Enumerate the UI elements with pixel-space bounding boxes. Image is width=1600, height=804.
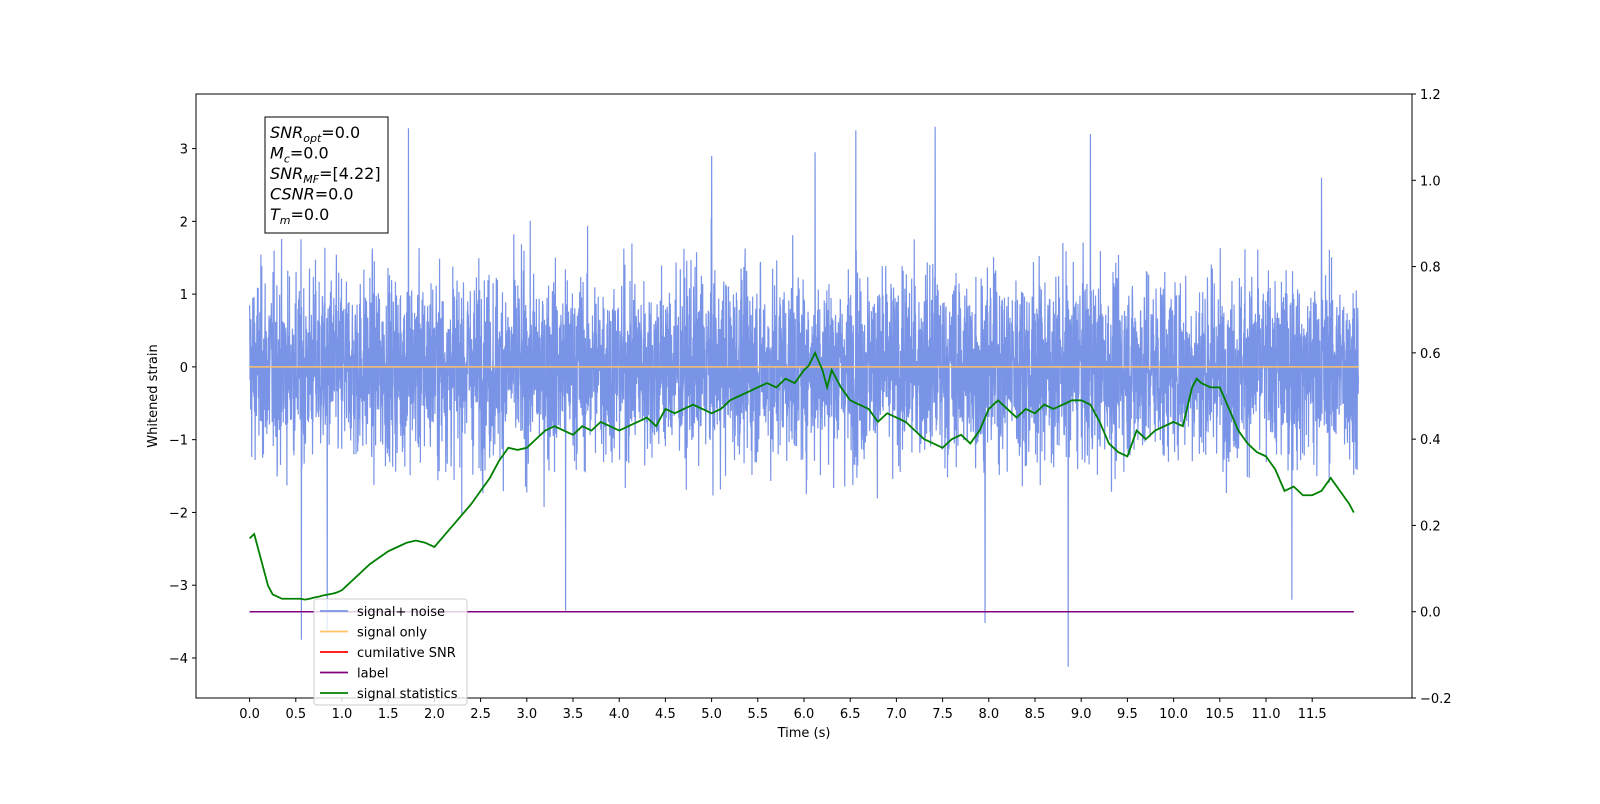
x-tick-label: 7.0 (886, 707, 907, 722)
y-tick-label: 0 (180, 361, 188, 376)
x-tick-label: 6.5 (840, 707, 861, 722)
y2-tick-label: 0.2 (1420, 519, 1441, 534)
x-tick-label: 8.0 (978, 707, 999, 722)
info-box-line: SNRMF=[4.22] (270, 164, 381, 186)
legend-entry: cumilative SNR (357, 646, 456, 661)
x-tick-label: 0.5 (285, 707, 306, 722)
x-tick-label: 2.0 (424, 707, 445, 722)
x-tick-label: 1.0 (332, 707, 353, 722)
x-tick-label: 4.0 (609, 707, 630, 722)
signal-noise-series (248, 126, 1360, 667)
info-box-line: CSNR=0.0 (270, 185, 354, 204)
y-tick-label: −4 (169, 652, 188, 667)
info-box-line: Mc=0.0 (270, 144, 329, 166)
info-box-line: Tm=0.0 (270, 205, 329, 227)
x-tick-label: 10.5 (1205, 707, 1234, 722)
x-tick-label: 9.5 (1117, 707, 1138, 722)
x-tick-label: 4.5 (655, 707, 676, 722)
info-box: SNRopt=0.0Mc=0.0SNRMF=[4.22]CSNR=0.0Tm=0… (264, 116, 389, 234)
y2-tick-label: 0.6 (1420, 347, 1441, 362)
info-box-frame (264, 116, 389, 234)
y-axis-label: Whitened strain (146, 344, 161, 447)
y2-tick-label: 1.2 (1420, 88, 1441, 103)
x-tick-label: 1.5 (378, 707, 399, 722)
y-tick-label: −1 (169, 434, 188, 449)
y-tick-label: 1 (180, 288, 188, 303)
y2-tick-label: 0.8 (1420, 261, 1441, 276)
x-tick-label: 10.0 (1159, 707, 1188, 722)
x-tick-label: 5.5 (747, 707, 768, 722)
x-tick-label: 7.5 (932, 707, 953, 722)
y2-axis-ticks: −0.2 0.0 0.2 0.4 0.6 0.8 1.0 1.2 (1412, 88, 1452, 707)
legend: signal+ noise signal only cumilative SNR la… (313, 598, 468, 706)
info-box-line: SNRopt=0.0 (270, 123, 360, 145)
y-tick-label: −3 (169, 579, 188, 594)
y-axis-ticks: −4 −3 −2 −1 0 1 2 3 (169, 143, 196, 667)
y2-tick-label: 1.0 (1420, 174, 1441, 189)
legend-entry: signal only (357, 626, 427, 641)
x-tick-label: 11.0 (1252, 707, 1281, 722)
legend-entry: signal statistics (357, 687, 458, 702)
y2-tick-label: −0.2 (1420, 692, 1452, 707)
x-axis-ticks: 0.0 0.5 1.0 1.5 2.0 2.5 3.0 3.5 4.0 4.5 5.0 5.5 6.0 6… (239, 698, 1327, 722)
x-tick-label: 3.5 (563, 707, 584, 722)
x-tick-label: 3.0 (516, 707, 537, 722)
y2-tick-label: 0.4 (1420, 433, 1441, 448)
x-axis-label: Time (s) (777, 726, 831, 741)
y-tick-label: 2 (180, 215, 188, 230)
signal-noise-line (248, 126, 1360, 667)
y-tick-label: 3 (180, 143, 188, 158)
legend-frame (313, 598, 468, 706)
x-tick-label: 6.0 (794, 707, 815, 722)
y2-tick-label: 0.0 (1420, 606, 1441, 621)
x-tick-label: 2.5 (470, 707, 491, 722)
signal-statistics-line (248, 350, 1355, 601)
legend-entry: signal+ noise (357, 605, 445, 620)
x-tick-label: 11.5 (1298, 707, 1327, 722)
x-tick-label: 8.5 (1025, 707, 1046, 722)
x-tick-label: 9.0 (1071, 707, 1092, 722)
legend-entry: label (357, 667, 388, 682)
x-tick-label: 0.0 (239, 707, 260, 722)
y-tick-label: −2 (169, 506, 188, 521)
x-tick-label: 5.0 (701, 707, 722, 722)
